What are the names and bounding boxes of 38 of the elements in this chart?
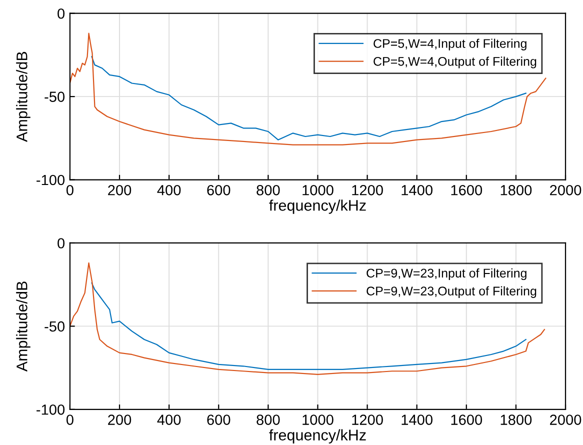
y-tick-label: -50 bbox=[44, 321, 65, 332]
x-tick-label: 1600 bbox=[451, 414, 482, 425]
x-axis-title: frequency/kHz bbox=[269, 200, 366, 214]
x-tick-label: 600 bbox=[207, 414, 230, 425]
y-tick-label: -100 bbox=[36, 174, 65, 186]
x-tick-label: 1200 bbox=[352, 185, 383, 196]
x-tick-label: 600 bbox=[207, 185, 230, 196]
x-tick-label: 1000 bbox=[302, 414, 334, 425]
legend-label: CP=5,W=4,Output of Filtering bbox=[374, 56, 536, 68]
line-series bbox=[70, 262, 546, 376]
x-tick-label: 1400 bbox=[402, 414, 432, 425]
x-tick-label: 400 bbox=[157, 414, 181, 425]
x-tick-label: 1600 bbox=[451, 185, 482, 196]
legend-label: CP=9,W=23,Output of Filtering bbox=[366, 286, 536, 298]
y-tick-label: -50 bbox=[44, 92, 65, 102]
x-tick-label: 1000 bbox=[302, 185, 334, 196]
x-tick-label: 800 bbox=[256, 414, 280, 425]
y-tick-label: 0 bbox=[58, 238, 65, 248]
x-tick-label: 1400 bbox=[402, 185, 432, 196]
x-tick-label: 400 bbox=[157, 185, 181, 196]
x-tick-label: 800 bbox=[256, 185, 280, 196]
x-tick-label: 0 bbox=[66, 414, 74, 425]
y-tick-label: -100 bbox=[36, 404, 65, 415]
y-axis-title: Amplitude/dB bbox=[16, 52, 30, 142]
x-tick-label: 1800 bbox=[500, 414, 532, 425]
y-axis-title: Amplitude/dB bbox=[16, 282, 30, 372]
x-tick-label: 200 bbox=[108, 185, 132, 196]
x-axis-title: frequency/kHz bbox=[269, 429, 366, 444]
x-tick-label: 200 bbox=[108, 414, 132, 425]
x-tick-label: 1200 bbox=[352, 414, 383, 425]
line-series bbox=[70, 32, 546, 146]
legend-label: CP=5,W=4,Input of Filtering bbox=[374, 38, 526, 50]
x-tick-label: 0 bbox=[66, 185, 74, 196]
x-tick-label: 1800 bbox=[500, 185, 532, 196]
x-tick-label: 2000 bbox=[550, 414, 582, 425]
legend-label: CP=9,W=23,Input of Filtering bbox=[366, 268, 526, 280]
x-tick-label: 2000 bbox=[550, 185, 582, 196]
y-tick-label: 0 bbox=[58, 8, 65, 19]
